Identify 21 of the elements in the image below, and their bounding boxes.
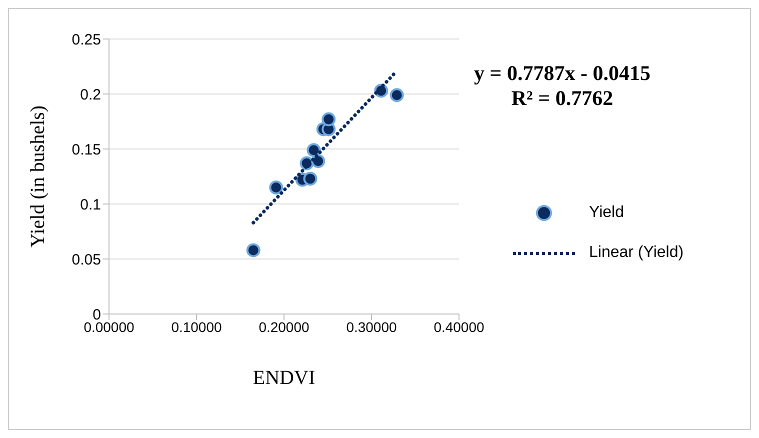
x-tick-label: 0.40000 — [434, 318, 485, 335]
legend-label: Linear (Yield) — [589, 244, 684, 262]
legend-label: Yield — [589, 204, 624, 222]
point — [390, 88, 404, 102]
y-tick-label: 0.2 — [80, 86, 101, 104]
point — [322, 112, 336, 126]
x-axis-title: ENDVI — [252, 367, 316, 389]
point — [303, 172, 318, 186]
point — [306, 143, 321, 158]
point — [246, 243, 260, 258]
y-tick-label: 0.15 — [72, 141, 101, 158]
x-tick-label: 0.20000 — [258, 318, 310, 335]
point — [269, 180, 284, 194]
text: R² = 0.7762 — [511, 86, 614, 110]
y-tick-label: 0.1 — [80, 196, 101, 214]
y-axis-title: Yield (in bushels) — [27, 105, 50, 248]
text: y = 0.7787x - 0.0415 — [474, 61, 650, 85]
y-tick-label: 0.05 — [72, 251, 101, 268]
x-tick-label: 0.10000 — [171, 318, 222, 335]
y-tick-label: 0.25 — [72, 31, 101, 48]
x-tick-label: 0.30000 — [346, 318, 398, 335]
